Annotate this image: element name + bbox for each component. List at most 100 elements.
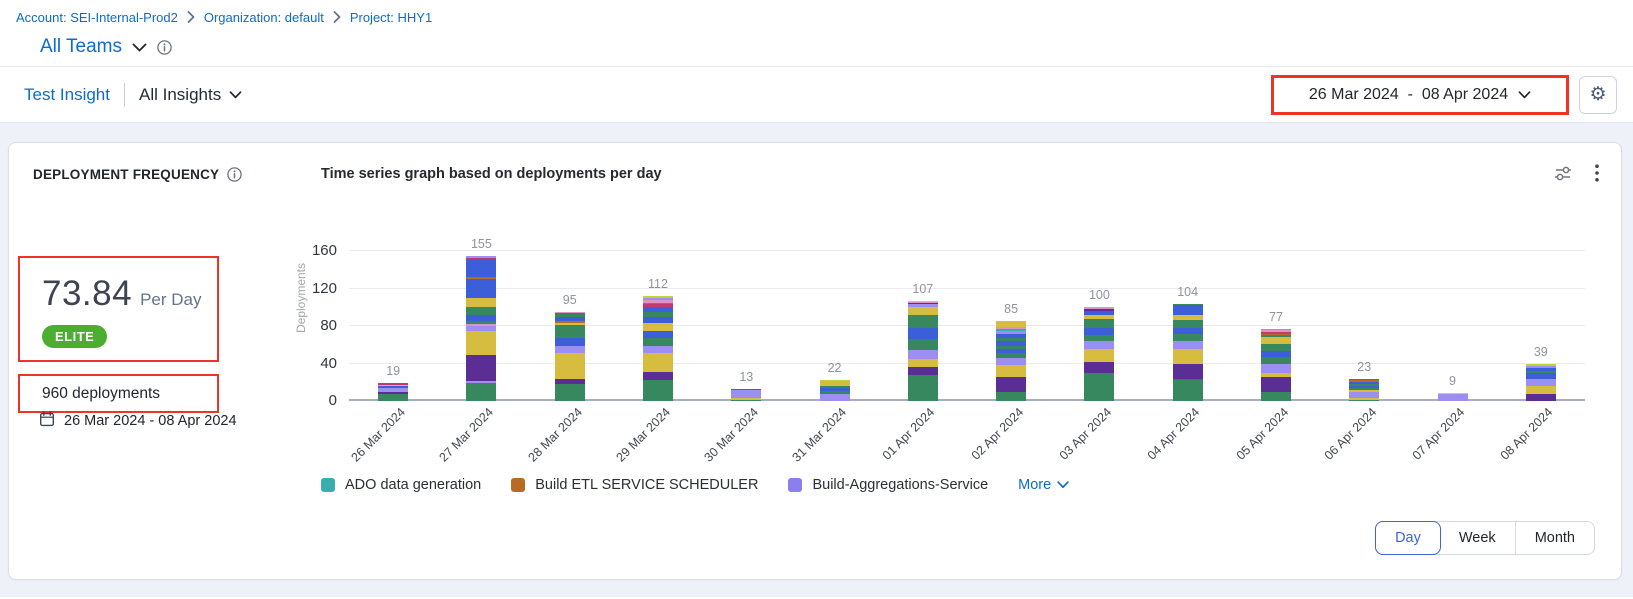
bar-segment[interactable] — [819, 390, 850, 394]
chevron-down-icon[interactable] — [1518, 90, 1531, 99]
bar-segment[interactable] — [554, 312, 585, 314]
bar-segment[interactable] — [378, 391, 409, 395]
bar-segment[interactable] — [1172, 333, 1203, 341]
bar-segment[interactable] — [996, 341, 1027, 346]
bar-segment[interactable] — [907, 302, 938, 305]
insight-name-link[interactable]: Test Insight — [24, 84, 110, 104]
bar-segment[interactable] — [642, 380, 673, 401]
bar-segment[interactable] — [1172, 303, 1203, 305]
bar-segment[interactable] — [554, 316, 585, 322]
bar-segment[interactable] — [1260, 372, 1291, 377]
bar-segment[interactable] — [1349, 379, 1380, 381]
info-icon[interactable] — [157, 39, 172, 55]
bar-segment[interactable] — [554, 338, 585, 346]
bar-segment[interactable] — [996, 376, 1027, 392]
bar-segment[interactable] — [907, 327, 938, 340]
bar-segment[interactable] — [1084, 341, 1115, 349]
bar-segment[interactable] — [731, 398, 762, 401]
bar-segment[interactable] — [996, 357, 1027, 366]
bar-segment[interactable] — [642, 304, 673, 308]
bar-segment[interactable] — [1525, 368, 1556, 371]
bar-segment[interactable] — [466, 259, 497, 278]
bar-segment[interactable] — [996, 353, 1027, 358]
bar-stack[interactable] — [731, 388, 762, 401]
bar-segment[interactable] — [819, 387, 850, 391]
all-insights-dropdown[interactable]: All Insights — [139, 85, 242, 105]
bar-segment[interactable] — [907, 374, 938, 401]
bar-segment[interactable] — [1260, 331, 1291, 334]
bar-segment[interactable] — [642, 371, 673, 381]
bar-segment[interactable] — [1260, 343, 1291, 352]
legend-item[interactable]: Build-Aggregations-Service — [788, 477, 988, 493]
bar-segment[interactable] — [1525, 366, 1556, 369]
bar-segment[interactable] — [1084, 314, 1115, 319]
date-range-picker[interactable]: 26 Mar 2024 - 08 Apr 2024 — [1308, 85, 1509, 103]
chevron-down-icon[interactable] — [132, 43, 147, 52]
bar-segment[interactable] — [1172, 363, 1203, 379]
bar-segment[interactable] — [378, 387, 409, 392]
info-icon[interactable] — [227, 167, 243, 182]
bar-segment[interactable] — [466, 383, 497, 401]
bar-segment[interactable] — [907, 304, 938, 308]
bar-segment[interactable] — [466, 381, 497, 384]
bar-segment[interactable] — [642, 297, 673, 300]
bar-segment[interactable] — [466, 324, 497, 326]
legend-item[interactable]: ADO data generation — [321, 477, 481, 493]
bar-segment[interactable] — [554, 323, 585, 326]
bar-segment[interactable] — [996, 328, 1027, 331]
bar-segment[interactable] — [1084, 318, 1115, 328]
bar-segment[interactable] — [554, 384, 585, 401]
bar-segment[interactable] — [819, 386, 850, 388]
bar-segment[interactable] — [1084, 311, 1115, 315]
breadcrumb-project[interactable]: Project: HHY1 — [349, 9, 433, 25]
bar-segment[interactable] — [907, 307, 938, 315]
bar-segment[interactable] — [1349, 398, 1380, 401]
bar-stack[interactable] — [642, 296, 673, 401]
bar-segment[interactable] — [1437, 392, 1468, 394]
breadcrumb-organization[interactable]: Organization: default — [203, 9, 324, 25]
bar-segment[interactable] — [466, 277, 497, 280]
bar-segment[interactable] — [554, 325, 585, 339]
bar-segment[interactable] — [1260, 328, 1291, 330]
bar-segment[interactable] — [466, 257, 497, 260]
bar-segment[interactable] — [642, 311, 673, 317]
bar-segment[interactable] — [642, 330, 673, 339]
bar-segment[interactable] — [996, 330, 1027, 335]
bar-segment[interactable] — [1525, 386, 1556, 394]
bar-segment[interactable] — [907, 314, 938, 328]
bar-stack[interactable] — [819, 380, 850, 401]
granularity-month-button[interactable]: Month — [1515, 522, 1594, 554]
bar-segment[interactable] — [996, 345, 1027, 350]
bar-segment[interactable] — [731, 388, 762, 390]
bar-segment[interactable] — [907, 367, 938, 375]
bar-segment[interactable] — [466, 330, 497, 356]
legend-more-link[interactable]: More — [1018, 477, 1069, 493]
bar-segment[interactable] — [466, 314, 497, 322]
bar-segment[interactable] — [466, 326, 497, 331]
bar-segment[interactable] — [1349, 389, 1380, 392]
bar-segment[interactable] — [642, 296, 673, 298]
bar-segment[interactable] — [554, 321, 585, 324]
bar-segment[interactable] — [731, 389, 762, 399]
bar-segment[interactable] — [642, 316, 673, 324]
bar-segment[interactable] — [1260, 335, 1291, 338]
team-selector[interactable]: All Teams — [40, 36, 123, 57]
bar-segment[interactable] — [996, 334, 1027, 339]
granularity-week-button[interactable]: Week — [1439, 522, 1516, 554]
bar-segment[interactable] — [554, 313, 585, 317]
bar-segment[interactable] — [1260, 329, 1291, 332]
bar-segment[interactable] — [466, 279, 497, 298]
bar-stack[interactable] — [1084, 307, 1115, 401]
bar-segment[interactable] — [731, 400, 762, 401]
bar-segment[interactable] — [1260, 337, 1291, 344]
bar-segment[interactable] — [1260, 376, 1291, 392]
bar-segment[interactable] — [1172, 314, 1203, 321]
kebab-menu-icon[interactable] — [1595, 164, 1599, 182]
bar-stack[interactable] — [1172, 303, 1203, 401]
bar-stack[interactable] — [466, 255, 497, 401]
bar-segment[interactable] — [819, 393, 850, 401]
bar-segment[interactable] — [907, 339, 938, 351]
bar-segment[interactable] — [1084, 335, 1115, 341]
bar-segment[interactable] — [1260, 356, 1291, 365]
bar-segment[interactable] — [642, 345, 673, 354]
